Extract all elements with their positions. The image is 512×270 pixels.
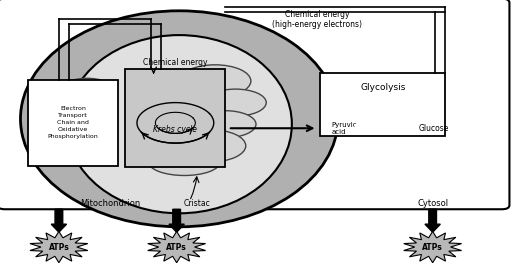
Text: Krebs cycle: Krebs cycle xyxy=(154,125,197,134)
Text: Cytosol: Cytosol xyxy=(417,199,448,208)
Text: Chemical energy: Chemical energy xyxy=(143,58,207,67)
FancyBboxPatch shape xyxy=(0,0,509,209)
Text: ATPs: ATPs xyxy=(422,242,443,252)
Bar xyxy=(125,69,225,167)
Ellipse shape xyxy=(20,11,338,227)
FancyArrow shape xyxy=(369,123,379,134)
FancyArrow shape xyxy=(51,209,67,232)
Text: ATPs: ATPs xyxy=(166,242,187,252)
Text: Mitochondrion: Mitochondrion xyxy=(80,199,140,208)
Ellipse shape xyxy=(61,78,113,100)
Polygon shape xyxy=(403,231,462,263)
Text: Glycolysis: Glycolysis xyxy=(360,83,406,92)
Text: Chemical energy
(high-energy electrons): Chemical energy (high-energy electrons) xyxy=(272,10,362,29)
Text: ATPs: ATPs xyxy=(49,242,69,252)
Text: Electron
Transport
Chain and
Oxidative
Phosphorylation: Electron Transport Chain and Oxidative P… xyxy=(48,106,98,139)
Ellipse shape xyxy=(174,130,246,162)
FancyArrow shape xyxy=(399,123,410,134)
Text: Pyruvic
acid: Pyruvic acid xyxy=(332,122,357,135)
FancyArrow shape xyxy=(425,209,440,232)
Polygon shape xyxy=(30,231,88,263)
Text: Glucose: Glucose xyxy=(419,124,450,133)
FancyArrow shape xyxy=(169,209,184,232)
Ellipse shape xyxy=(195,111,256,138)
Ellipse shape xyxy=(148,148,220,176)
Ellipse shape xyxy=(51,103,92,124)
Text: Cristac: Cristac xyxy=(184,199,210,208)
Bar xyxy=(28,80,118,166)
Ellipse shape xyxy=(205,89,266,116)
FancyArrow shape xyxy=(353,123,364,134)
Ellipse shape xyxy=(56,130,97,151)
Ellipse shape xyxy=(67,35,292,213)
Bar xyxy=(320,73,445,136)
Ellipse shape xyxy=(179,65,251,97)
FancyArrow shape xyxy=(384,123,394,134)
Polygon shape xyxy=(147,231,206,263)
